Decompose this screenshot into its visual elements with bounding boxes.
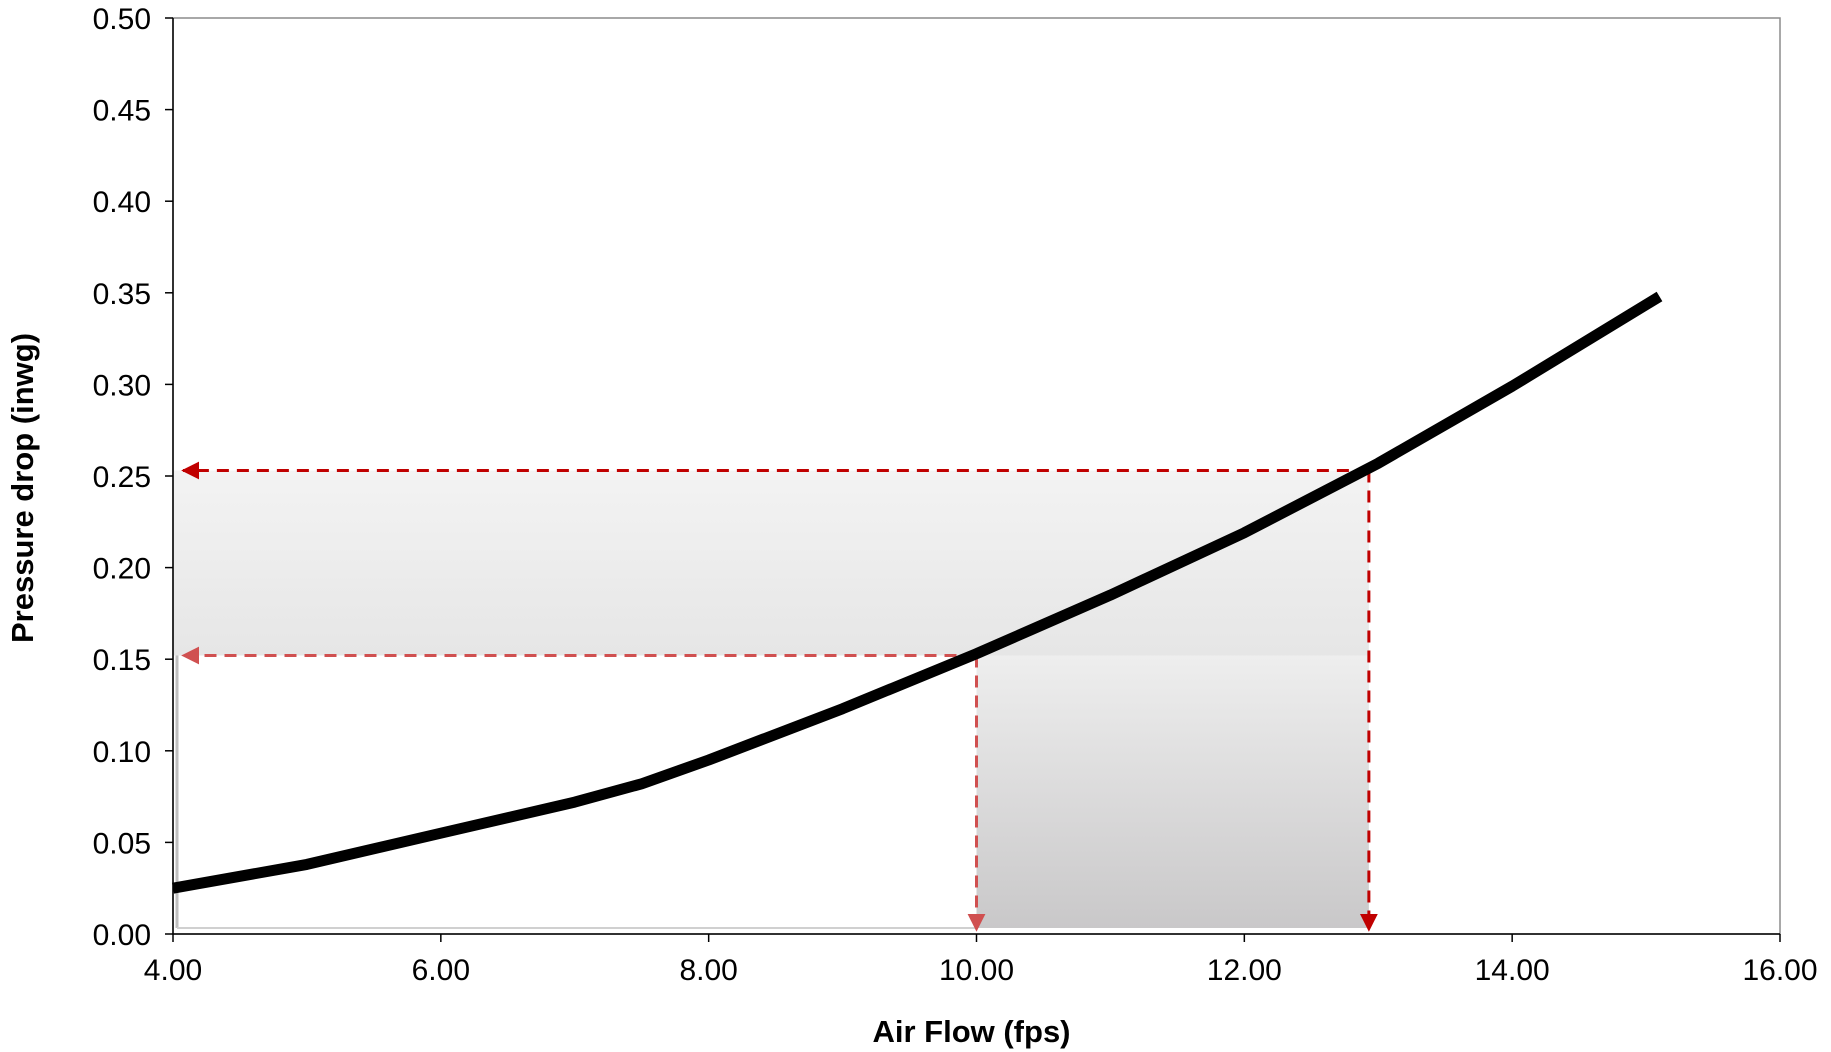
tick-labels: 0.00 0.05 0.10 0.15 0.20 0.25 0.30 0.35 0.40 0.45… (93, 3, 1818, 987)
series-line-1 (172, 291, 1663, 894)
y-tick-label: 0.05 (93, 827, 151, 860)
x-tick-label: 10.00 (939, 954, 1014, 987)
y-tick-label: 0.00 (93, 919, 151, 952)
y-tick-label: 0.20 (93, 553, 151, 586)
y-tick-label: 0.15 (93, 644, 151, 677)
y-tick-label: 0.10 (93, 736, 151, 769)
x-shaded-band (976, 655, 1369, 928)
y-tick-label: 0.25 (93, 461, 151, 494)
x-tick-label: 12.00 (1207, 954, 1282, 987)
annotation-lines (181, 461, 1378, 932)
y-tick-label: 0.30 (93, 369, 151, 402)
y-tick-label: 0.50 (93, 3, 151, 36)
y-axis-title: Pressure drop (inwg) (5, 333, 40, 643)
x-tick-label: 14.00 (1475, 954, 1550, 987)
x-axis-title: Air Flow (fps) (872, 1014, 1070, 1049)
x-tick-label: 4.00 (144, 954, 202, 987)
y-tick-label: 0.40 (93, 186, 151, 219)
y-tick-label: 0.45 (93, 95, 151, 128)
series-layer (172, 291, 1663, 894)
axis-ticks (165, 17, 1781, 942)
x-tick-label: 16.00 (1742, 954, 1817, 987)
x-tick-label: 8.00 (679, 954, 737, 987)
x-tick-label: 6.00 (412, 954, 470, 987)
y-tick-label: 0.35 (93, 278, 151, 311)
